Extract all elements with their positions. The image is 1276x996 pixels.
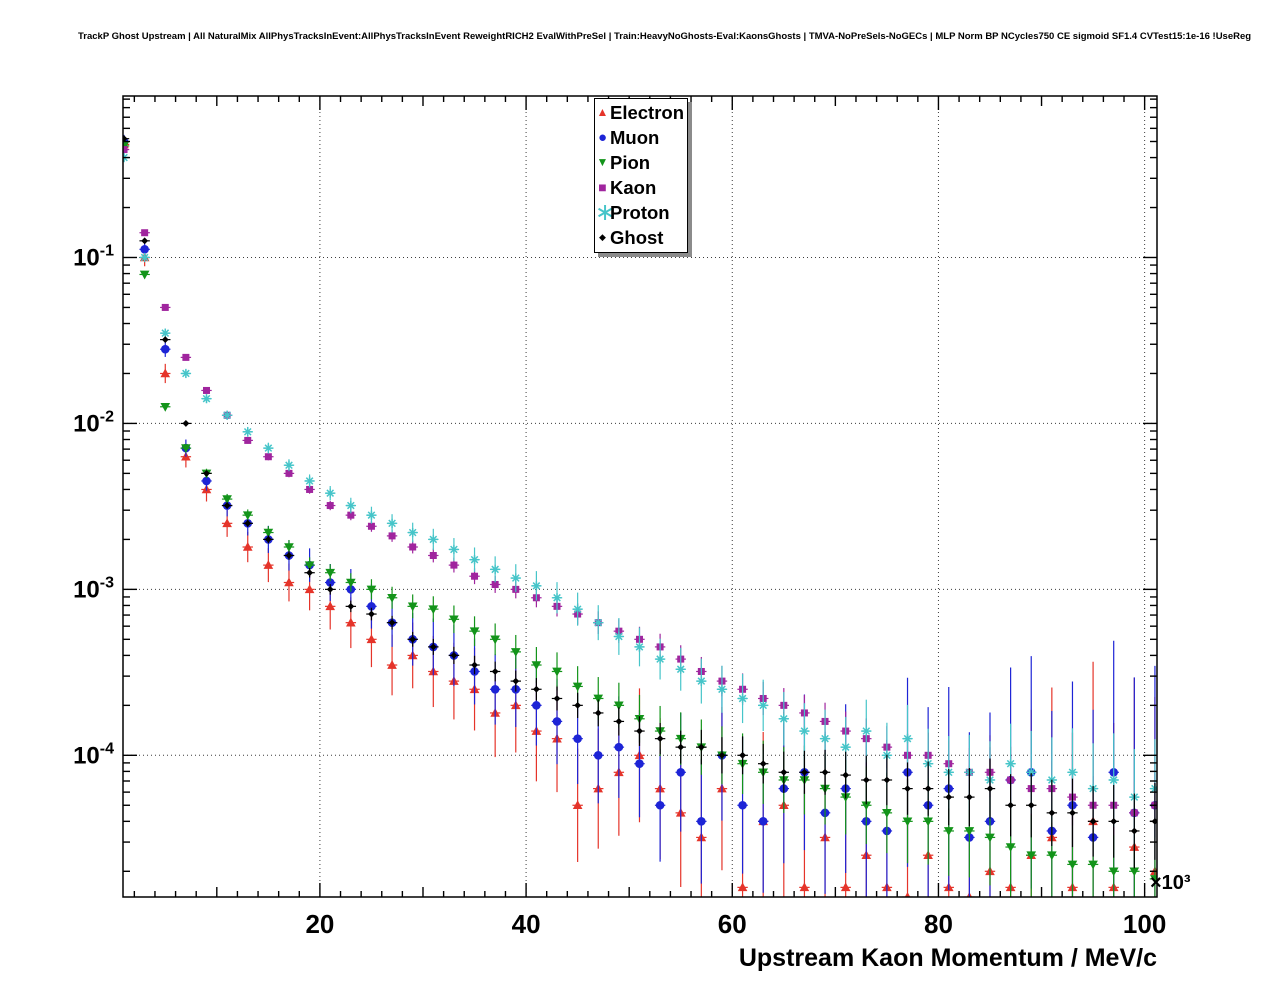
legend-label: Kaon <box>610 177 657 198</box>
kaon-marker-icon: ■ <box>598 179 607 195</box>
ghost-marker-icon: ◆ <box>599 232 606 242</box>
svg-text:60: 60 <box>718 909 747 939</box>
svg-text:80: 80 <box>924 909 953 939</box>
legend-item: ∗ Proton <box>595 200 687 225</box>
x-axis-exponent-label: ×10³ <box>1150 872 1191 894</box>
legend-label: Electron <box>610 102 685 123</box>
legend-item: ■ Kaon <box>595 175 687 200</box>
legend-label: Proton <box>610 202 670 223</box>
svg-text:40: 40 <box>512 909 541 939</box>
pion-marker-icon: ▼ <box>596 155 609 169</box>
legend-item: ▲ Electron <box>595 100 687 125</box>
plot-title: TrackP Ghost Upstream | All NaturalMix A… <box>78 31 1252 42</box>
legend-item: ▼ Pion <box>595 150 687 175</box>
proton-marker-icon: ∗ <box>595 199 616 226</box>
electron-marker-icon: ▲ <box>596 105 609 119</box>
legend-label: Muon <box>610 127 660 148</box>
muon-marker-icon: ● <box>597 129 608 146</box>
svg-text:10-4: 10-4 <box>73 740 114 769</box>
svg-text:10-1: 10-1 <box>73 242 114 271</box>
legend: ▲ Electron ● Muon ▼ Pion ■ Kaon ∗ Proton… <box>594 98 688 253</box>
x-axis-title: Upstream Kaon Momentum / MeV/c <box>738 944 1157 972</box>
legend-item: ◆ Ghost <box>595 225 687 250</box>
svg-text:20: 20 <box>305 909 334 939</box>
svg-text:10-3: 10-3 <box>73 574 114 603</box>
legend-label: Pion <box>610 152 651 173</box>
svg-text:10-2: 10-2 <box>73 408 114 437</box>
legend-label: Ghost <box>610 227 664 248</box>
legend-item: ● Muon <box>595 125 687 150</box>
svg-text:100: 100 <box>1123 909 1166 939</box>
